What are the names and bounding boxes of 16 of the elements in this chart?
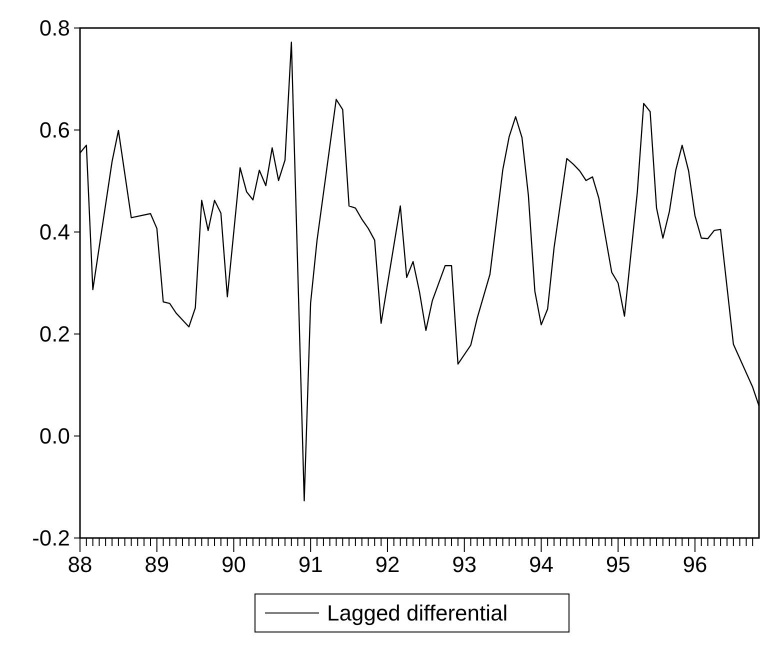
- y-tick-label: 0.2: [39, 322, 70, 347]
- x-tick-label: 95: [606, 552, 630, 577]
- x-tick-label: 96: [682, 552, 708, 577]
- x-tick-label: 94: [528, 552, 554, 577]
- x-tick-label: 92: [375, 552, 400, 577]
- x-tick-label: 89: [144, 552, 170, 577]
- x-tick-label: 91: [298, 552, 323, 577]
- y-tick-label: 0.6: [39, 118, 70, 143]
- y-tick-label: 0.8: [39, 16, 70, 41]
- y-tick-label: 0.4: [39, 220, 70, 245]
- y-tick-label: 0.0: [39, 424, 70, 449]
- legend-label: Lagged differential: [327, 600, 508, 626]
- y-tick-label: -0.2: [32, 526, 70, 551]
- x-tick-label: 90: [222, 552, 246, 577]
- x-tick-label: 88: [68, 552, 92, 577]
- x-tick-label: 93: [452, 552, 477, 577]
